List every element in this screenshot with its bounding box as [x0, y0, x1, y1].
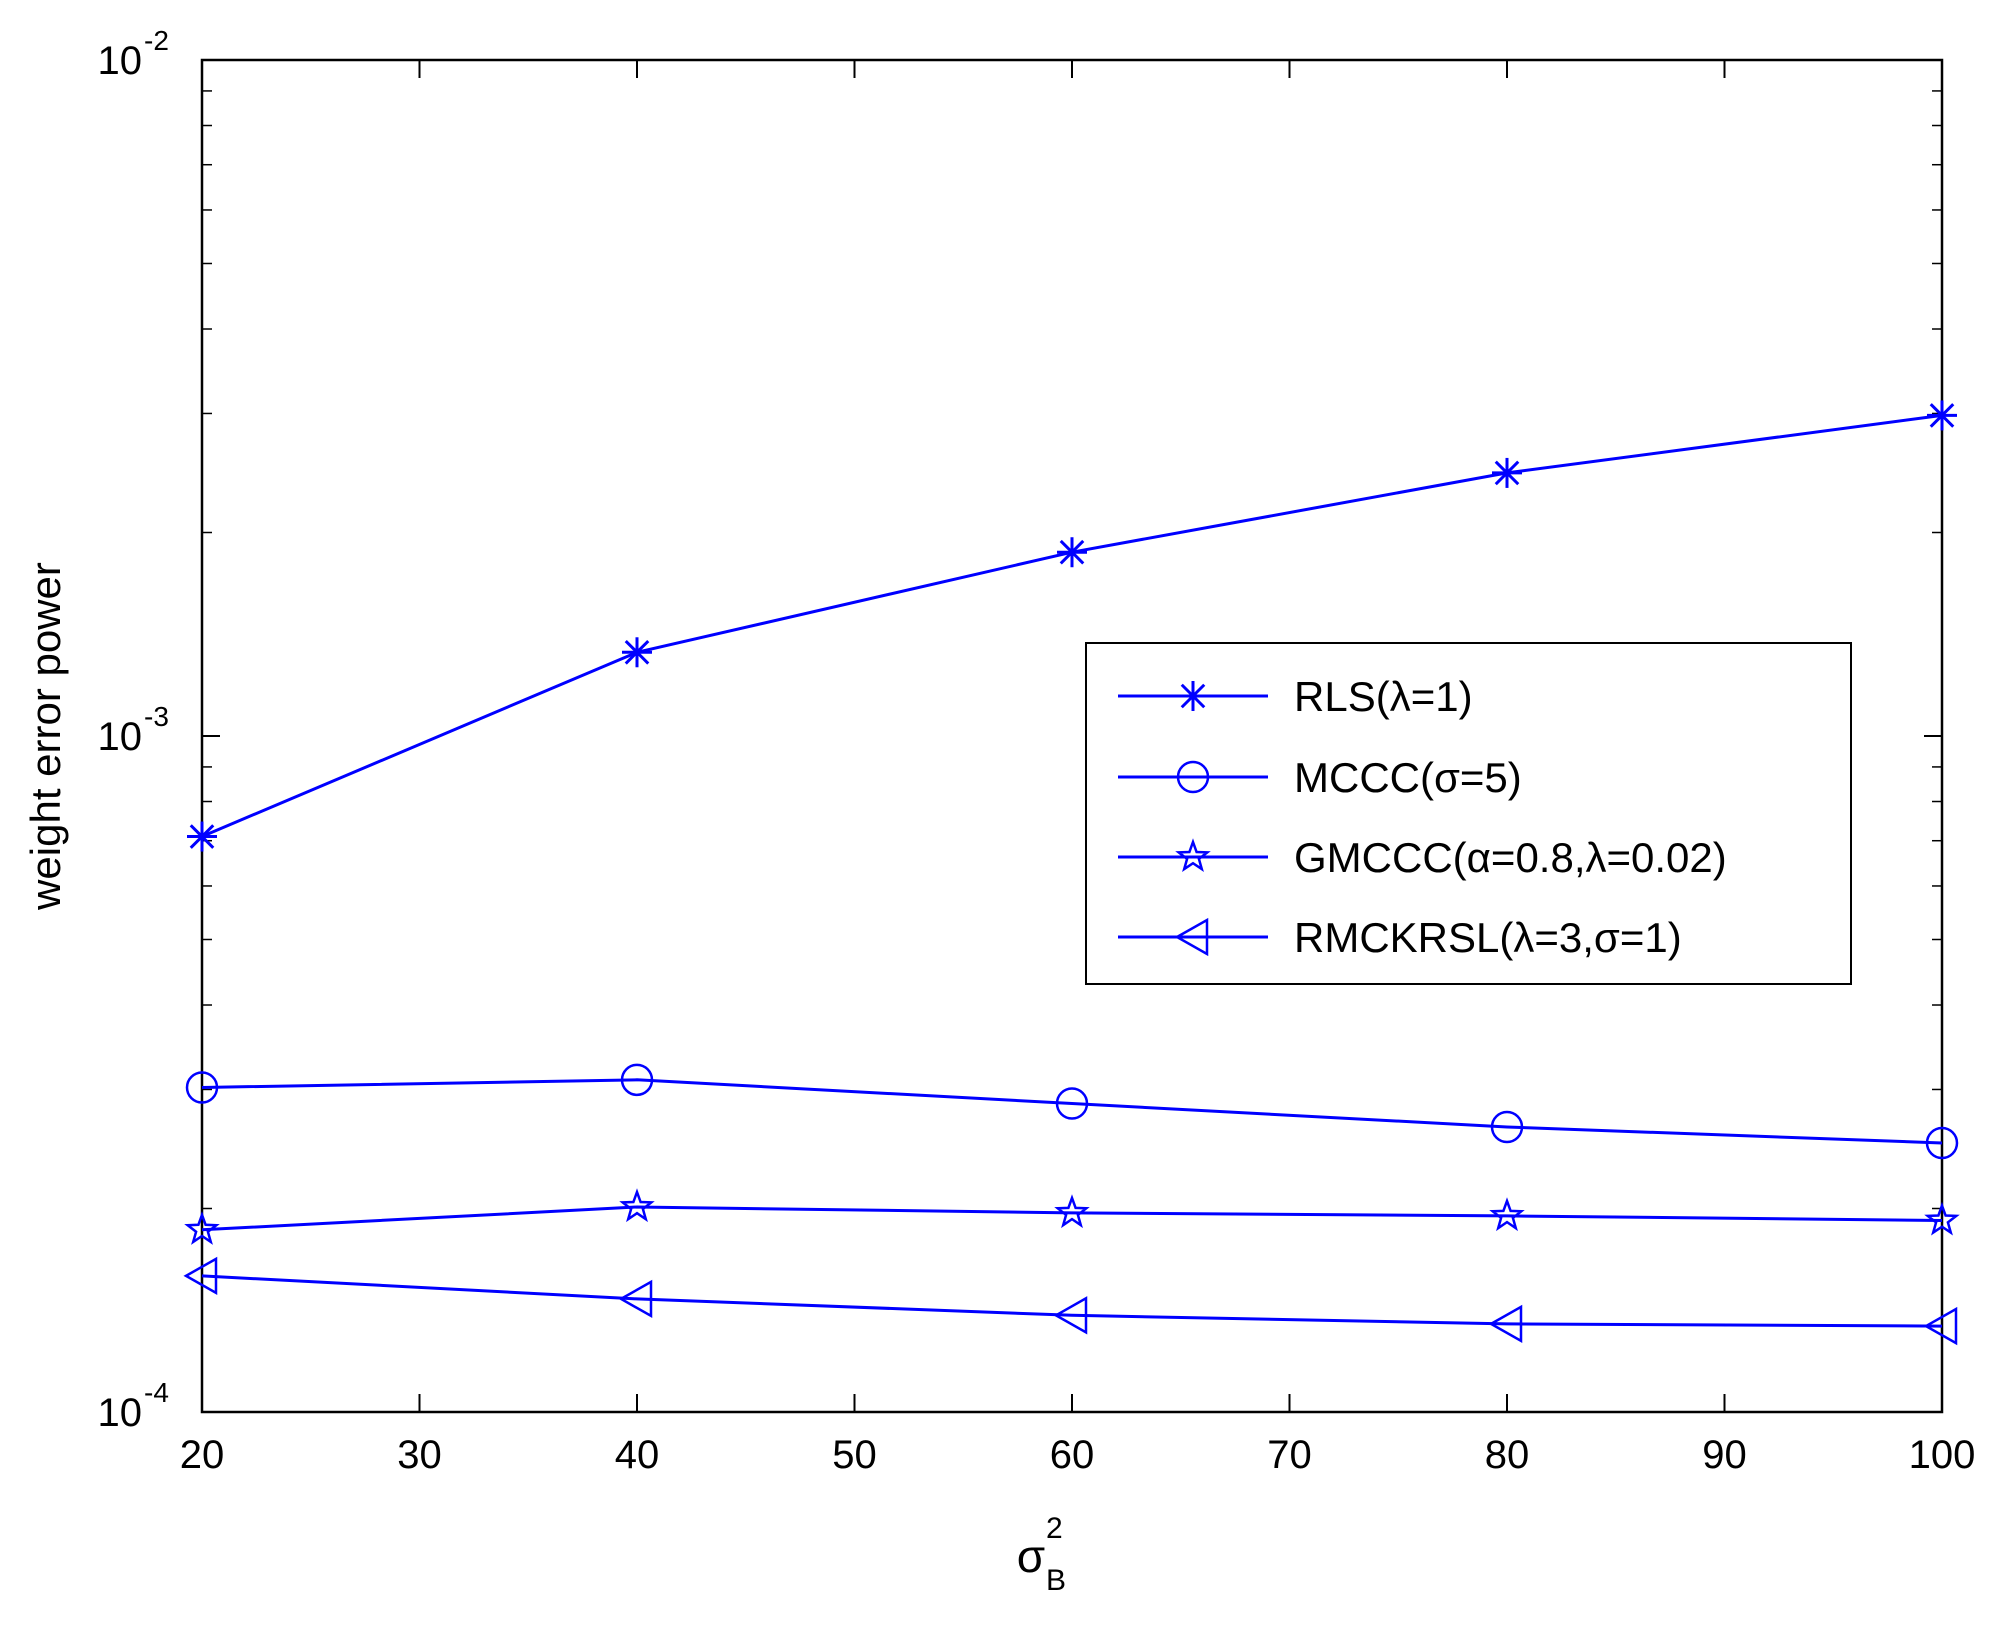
x-tick-label: 50: [832, 1433, 877, 1477]
x-axis-title-symbol: σ: [1017, 1530, 1045, 1582]
series-line: [201, 1274, 1943, 1328]
series-group: [183, 400, 1960, 1346]
x-tick-label: 70: [1267, 1433, 1312, 1477]
data-point: [1054, 1194, 1090, 1229]
x-tick-label: 90: [1702, 1433, 1747, 1477]
x-tick-label: 100: [1909, 1433, 1976, 1477]
series-line: [201, 1078, 1943, 1145]
series-3: [184, 1188, 1960, 1245]
legend-marker: [1178, 681, 1208, 711]
y-tick-label-base: 10: [98, 39, 143, 83]
data-point: [185, 1071, 219, 1104]
data-point: [184, 1211, 220, 1245]
y-tick-label-base: 10: [98, 715, 143, 759]
legend-item: RMCKRSL(λ=3,σ=1): [1118, 914, 1682, 961]
legend-marker: [1175, 838, 1211, 873]
data-point: [1927, 400, 1957, 431]
x-tick-label: 60: [1050, 1433, 1095, 1477]
y-tick-label-exponent: -4: [144, 1377, 169, 1408]
series-2: [185, 1063, 1959, 1160]
x-tick-label: 80: [1485, 1433, 1530, 1477]
x-tick-label: 20: [180, 1433, 225, 1477]
y-tick-label-exponent: -3: [144, 701, 169, 732]
legend-label: MCCC(σ=5): [1294, 754, 1522, 801]
legend-label: RMCKRSL(λ=3,σ=1): [1294, 914, 1682, 961]
data-point: [619, 1188, 655, 1223]
x-tick-label: 40: [615, 1433, 660, 1477]
x-axis-title-superscript: 2: [1046, 1512, 1063, 1545]
data-point: [1923, 1306, 1958, 1346]
legend-label: GMCCC(α=0.8,λ=0.02): [1294, 834, 1727, 881]
y-tick-label: 10 -4: [98, 1377, 169, 1435]
series-1: [187, 400, 1957, 852]
data-point: [1057, 537, 1087, 568]
data-point: [620, 1063, 654, 1097]
data-point: [1925, 1126, 1959, 1160]
x-tick-label: 30: [397, 1433, 442, 1477]
legend-item: RLS(λ=1): [1118, 673, 1473, 720]
legend-marker: [1176, 760, 1210, 794]
data-point: [618, 1279, 653, 1319]
legend: RLS(λ=1) MCCC(σ=5) GMCCC(α=0.8,λ=0.02) RMCK…: [1085, 642, 1852, 985]
data-point: [183, 1256, 218, 1296]
data-point: [1490, 1110, 1524, 1144]
data-point: [622, 637, 652, 668]
x-axis-title-subscript: B: [1046, 1564, 1066, 1597]
legend-item: MCCC(σ=5): [1118, 754, 1522, 801]
data-point: [1053, 1296, 1088, 1335]
y-tick-label-base: 10: [98, 1391, 143, 1435]
legend-box: [1085, 642, 1852, 985]
series-4: [183, 1256, 1958, 1346]
y-tick-label: 10 -2: [98, 25, 169, 83]
y-axis-title: weight error power: [22, 562, 69, 911]
legend-marker: [1174, 917, 1209, 957]
series-line: [201, 1205, 1943, 1232]
data-point: [1924, 1201, 1960, 1236]
y-tick-label: 10 -3: [98, 701, 169, 759]
x-axis-title: σ 2 B: [1017, 1512, 1066, 1597]
data-point: [1489, 1197, 1525, 1232]
legend-item: GMCCC(α=0.8,λ=0.02): [1118, 834, 1727, 881]
data-point: [187, 821, 217, 852]
data-point: [1492, 457, 1522, 488]
y-tick-label-exponent: -2: [144, 25, 169, 56]
data-point: [1488, 1304, 1523, 1344]
data-point: [1055, 1087, 1089, 1120]
legend-label: RLS(λ=1): [1294, 673, 1473, 720]
